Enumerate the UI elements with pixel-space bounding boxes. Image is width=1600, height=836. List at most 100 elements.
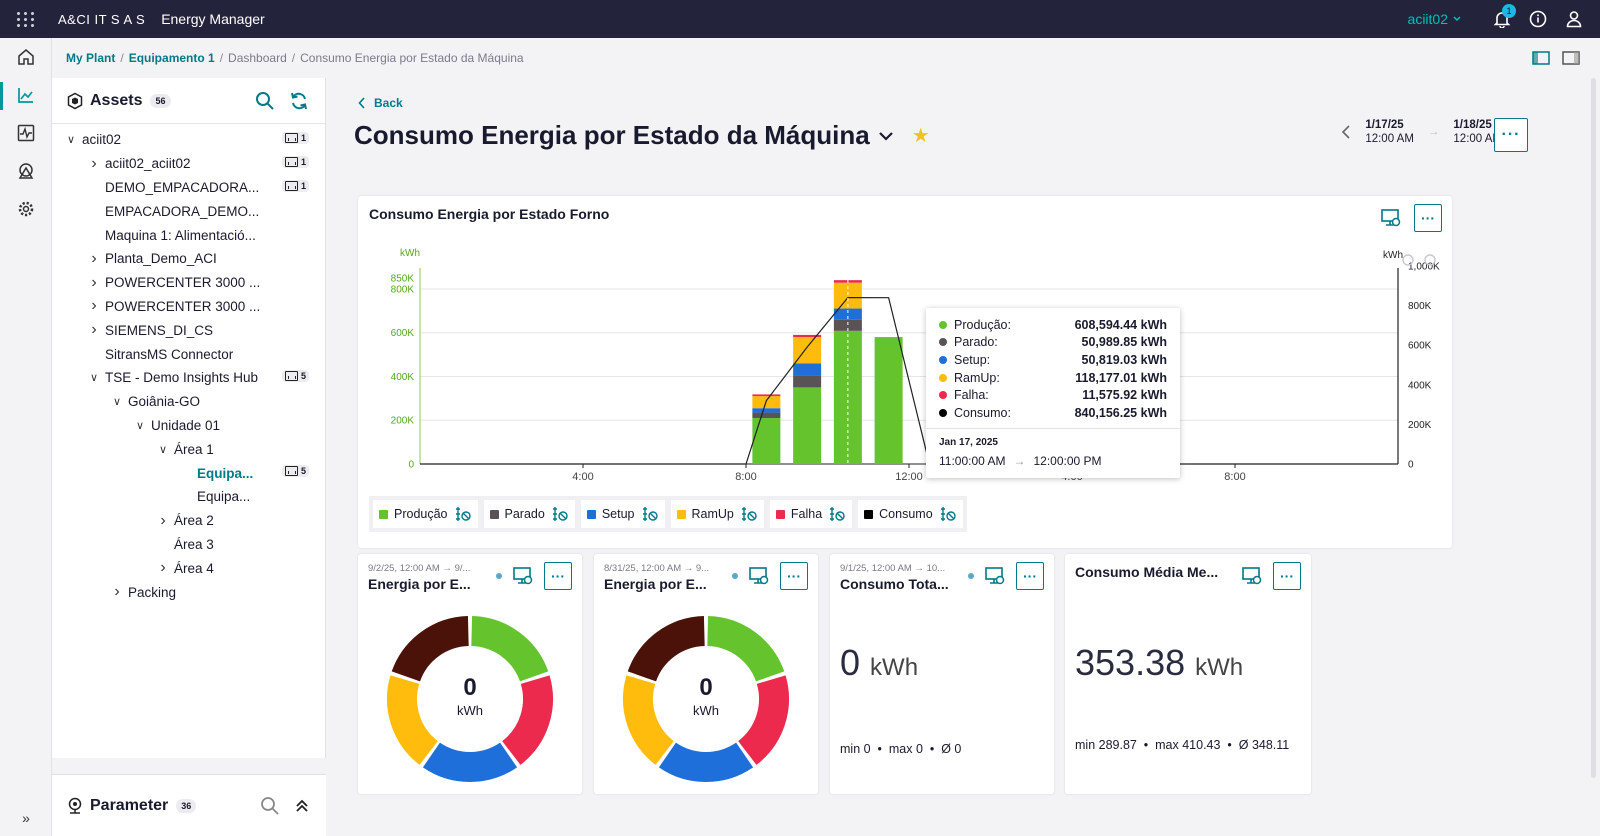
zoom-out-icon[interactable] <box>1424 254 1436 266</box>
tree-item[interactable]: EMPACADORA_DEMO... <box>52 199 325 223</box>
left-panel-icon[interactable] <box>1532 50 1550 66</box>
tree-item[interactable]: Equipa... <box>52 485 325 509</box>
chevron-down-icon[interactable]: ∨ <box>112 396 122 409</box>
chevron-down-icon[interactable] <box>878 130 894 142</box>
favorite-star-icon[interactable]: ★ <box>911 125 930 147</box>
chevron-down-icon[interactable]: ∨ <box>66 134 76 147</box>
monitor-icon[interactable] <box>748 565 770 587</box>
nav-home[interactable] <box>0 38 52 76</box>
refresh-icon[interactable] <box>289 91 309 111</box>
donut-segment <box>422 742 518 782</box>
chevron-right-icon[interactable]: › <box>91 321 97 339</box>
tree-item[interactable]: ∨ TSE - Demo Insights Hub 5 <box>52 366 325 390</box>
chevron-right-icon[interactable]: › <box>91 154 97 172</box>
legend-item[interactable]: RamUp <box>670 500 764 528</box>
tree-item[interactable]: ∨ Unidade 01 <box>52 414 325 438</box>
date-from[interactable]: 1/17/25 12:00 AM <box>1365 118 1414 146</box>
hide-series-icon[interactable] <box>740 505 758 523</box>
search-icon[interactable] <box>260 796 280 816</box>
chevron-down-icon[interactable]: ∨ <box>135 419 145 432</box>
monitor-icon[interactable] <box>512 565 534 587</box>
chevron-right-icon[interactable]: › <box>91 249 97 267</box>
zoom-in-icon[interactable] <box>1402 254 1414 266</box>
hide-series-icon[interactable] <box>551 505 569 523</box>
date-to[interactable]: 1/18/25 12:00 AM <box>1453 118 1502 146</box>
page-more-button[interactable]: ··· <box>1494 118 1528 152</box>
kpi-avg: Ø 348.11 <box>1238 738 1290 752</box>
status-dot <box>968 573 974 579</box>
right-panel-icon[interactable] <box>1562 50 1580 66</box>
tree-item[interactable]: › Área 4 <box>52 556 325 580</box>
tree-item[interactable]: Equipa... 5 <box>52 461 325 485</box>
kpi-stats: min 289.87 • max 410.43 • Ø 348.11 <box>1075 738 1290 752</box>
tree-item[interactable]: › Área 2 <box>52 509 325 533</box>
tree-item[interactable]: DEMO_EMPACADORA... 1 <box>52 176 325 200</box>
legend-item[interactable]: Setup <box>580 500 665 528</box>
app-launcher-button[interactable] <box>0 0 52 38</box>
bar-segment <box>752 394 781 397</box>
dashboard-count-badge: 5 <box>281 465 309 478</box>
widget-more-button[interactable]: ··· <box>1273 562 1301 590</box>
y-tick-label: 600K <box>391 328 415 339</box>
user-menu[interactable]: aciit02 <box>1408 11 1462 27</box>
hide-series-icon[interactable] <box>828 505 846 523</box>
widget-more-button[interactable]: ··· <box>1016 562 1044 590</box>
tree-item[interactable]: ∨ aciit02 1 <box>52 128 325 152</box>
nav-analytics[interactable] <box>0 76 52 114</box>
chevron-right-icon[interactable]: › <box>114 583 120 601</box>
tooltip-row: RamUp: 118,177.01 kWh <box>939 369 1167 387</box>
chevron-right-icon[interactable]: › <box>160 511 166 529</box>
nav-settings[interactable] <box>0 190 52 228</box>
tree-item[interactable]: › Planta_Demo_ACI <box>52 247 325 271</box>
notifications-button[interactable]: 1 <box>1484 0 1520 38</box>
y2-tick-label: 200K <box>1408 420 1432 431</box>
nav-shapes[interactable] <box>0 152 52 190</box>
chevron-right-icon[interactable]: › <box>160 559 166 577</box>
tree-item-label: SitransMS Connector <box>105 346 234 362</box>
monitor-icon[interactable] <box>984 565 1006 587</box>
widget-more-button[interactable]: ··· <box>544 562 572 590</box>
widget-title: Energia por E... <box>604 576 707 592</box>
monitor-icon[interactable] <box>1380 207 1402 229</box>
donut-unit: kWh <box>693 703 719 718</box>
hide-series-icon[interactable] <box>939 505 957 523</box>
tree-item[interactable]: › Packing <box>52 580 325 604</box>
tree-item[interactable]: Maquina 1: Alimentació... <box>52 223 325 247</box>
energy-chart[interactable]: 0200K400K600K800K850KkWh0200K400K600K800… <box>358 196 1452 496</box>
breadcrumb-equipamento[interactable]: Equipamento 1 <box>128 51 215 65</box>
expand-nav-button[interactable]: » <box>22 810 30 826</box>
info-button[interactable] <box>1520 0 1556 38</box>
nav-monitor[interactable] <box>0 114 52 152</box>
chevron-right-icon[interactable]: › <box>91 273 97 291</box>
tree-item[interactable]: SitransMS Connector <box>52 342 325 366</box>
tree-item[interactable]: › POWERCENTER 3000 ... <box>52 295 325 319</box>
tree-item[interactable]: ∨ Área 1 <box>52 437 325 461</box>
chevron-left-icon[interactable] <box>1341 124 1351 140</box>
tree-item[interactable]: › POWERCENTER 3000 ... <box>52 271 325 295</box>
legend-item[interactable]: Parado <box>483 500 575 528</box>
tree-item[interactable]: › aciit02_aciit02 1 <box>52 152 325 176</box>
hide-series-icon[interactable] <box>454 505 472 523</box>
tree-item-label: aciit02_aciit02 <box>105 156 191 172</box>
legend-item[interactable]: Produção <box>373 500 478 528</box>
page-scrollbar[interactable] <box>1591 78 1596 778</box>
chevron-down-icon[interactable]: ∨ <box>89 372 99 385</box>
widget-more-button[interactable]: ··· <box>780 562 808 590</box>
collapse-up-icon[interactable] <box>294 796 310 816</box>
legend-item[interactable]: Consumo <box>858 500 963 528</box>
back-link[interactable]: Back <box>358 96 403 110</box>
hide-series-icon[interactable] <box>641 505 659 523</box>
tree-item[interactable]: Área 3 <box>52 533 325 557</box>
monitor-icon[interactable] <box>1241 565 1263 587</box>
user-button[interactable] <box>1556 0 1592 38</box>
widget-consumo-total: 9/1/25, 12:00 AM → 10... Consumo Tota...… <box>830 554 1054 794</box>
chevron-right-icon[interactable]: › <box>91 297 97 315</box>
breadcrumb-my-plant[interactable]: My Plant <box>66 51 116 65</box>
tooltip-label: Falha: <box>954 388 989 403</box>
tree-item[interactable]: ∨ Goiânia-GO <box>52 390 325 414</box>
chevron-down-icon[interactable]: ∨ <box>158 443 168 456</box>
tree-item[interactable]: › SIEMENS_DI_CS <box>52 318 325 342</box>
search-icon[interactable] <box>255 91 275 111</box>
chart-more-button[interactable]: ··· <box>1414 204 1442 232</box>
legend-item[interactable]: Falha <box>769 500 853 528</box>
